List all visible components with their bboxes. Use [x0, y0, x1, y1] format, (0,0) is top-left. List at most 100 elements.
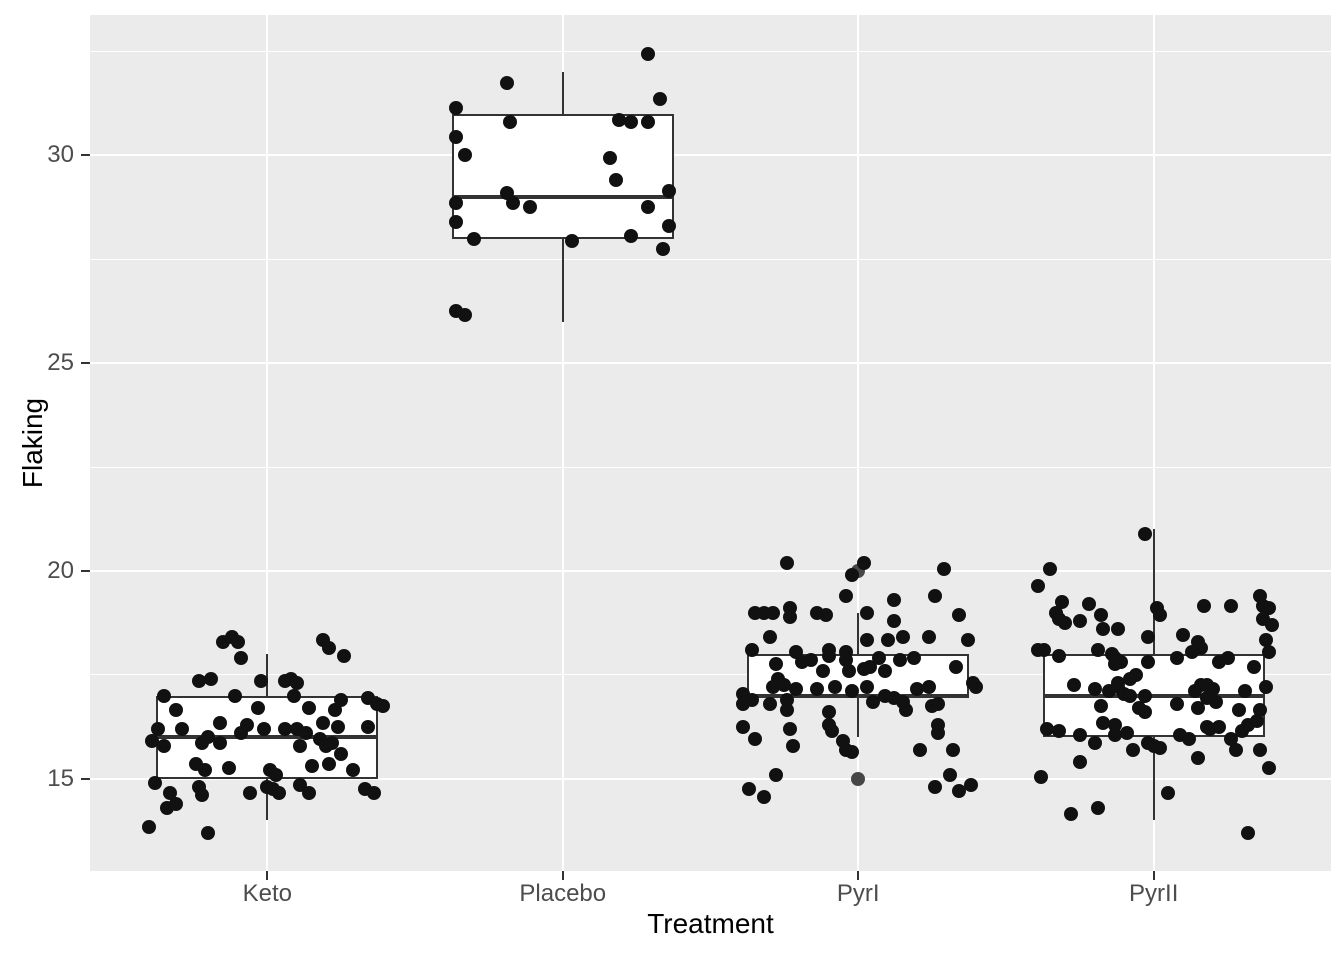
jitter-point — [960, 632, 975, 647]
minor-gridline — [90, 258, 1331, 260]
jitter-point — [150, 721, 165, 736]
jitter-point — [662, 183, 677, 198]
jitter-point — [304, 759, 319, 774]
jitter-point — [913, 742, 928, 757]
jitter-point — [1185, 645, 1200, 659]
jitter-point — [1126, 742, 1141, 757]
minor-gridline — [90, 51, 1331, 53]
jitter-point — [910, 682, 925, 697]
jitter-point — [1261, 761, 1276, 776]
x-tick-mark — [266, 871, 269, 880]
jitter-point — [951, 607, 966, 622]
x-tick-label: PyrI — [836, 880, 880, 907]
jitter-point — [1031, 578, 1046, 593]
minor-gridline — [90, 674, 1331, 676]
jitter-point — [780, 703, 795, 718]
jitter-point — [242, 786, 257, 801]
jitter-point — [1123, 688, 1138, 703]
jitter-point — [1211, 719, 1226, 734]
jitter-point — [863, 659, 878, 674]
jitter-point — [603, 150, 618, 165]
jitter-point — [375, 699, 390, 714]
jitter-point — [1137, 526, 1152, 541]
jitter-point — [928, 780, 943, 795]
jitter-point — [765, 605, 780, 620]
jitter-point — [1152, 607, 1167, 622]
jitter-point — [857, 555, 872, 570]
jitter-point — [736, 696, 750, 711]
jitter-point — [1093, 607, 1108, 622]
jitter-point — [963, 777, 978, 792]
jitter-point — [1087, 682, 1102, 697]
jitter-point — [886, 593, 901, 608]
y-tick-mark — [81, 777, 90, 780]
jitter-point — [1090, 642, 1105, 657]
jitter-point — [1191, 750, 1206, 765]
jitter-point — [523, 200, 538, 215]
jitter-point — [777, 678, 792, 693]
jitter-point — [1063, 807, 1078, 822]
jitter-point — [1208, 694, 1223, 709]
jitter-point — [860, 680, 875, 695]
jitter-point — [1161, 786, 1176, 801]
jitter-point — [623, 229, 638, 244]
jitter-point — [257, 721, 272, 736]
jitter-point — [824, 723, 839, 738]
jitter-point — [936, 561, 951, 576]
jitter-point — [1114, 655, 1129, 670]
y-tick-mark — [81, 154, 90, 157]
x-tick-mark — [1152, 871, 1155, 880]
jitter-point — [1052, 649, 1067, 664]
major-gridline — [90, 569, 1331, 572]
jitter-point — [741, 782, 756, 797]
jitter-point — [1264, 618, 1279, 632]
jitter-point — [827, 680, 842, 695]
jitter-point — [736, 719, 750, 734]
jitter-point — [322, 757, 337, 772]
x-tick-label: PyrII — [1129, 880, 1179, 907]
jitter-point — [1261, 645, 1276, 659]
jitter-point — [1220, 651, 1235, 666]
jitter-point — [467, 231, 482, 246]
jitter-point — [301, 786, 316, 801]
category-gridline — [1152, 15, 1155, 871]
jitter-point — [286, 688, 301, 703]
jitter-point — [768, 657, 783, 672]
jitter-point — [345, 763, 360, 778]
jitter-point — [1170, 696, 1185, 711]
jitter-point — [768, 767, 783, 782]
jitter-point — [1253, 742, 1268, 757]
jitter-point — [1072, 728, 1087, 743]
jitter-point — [786, 738, 801, 753]
jitter-point — [877, 663, 892, 678]
jitter-point — [366, 786, 381, 801]
jitter-point — [1034, 769, 1049, 784]
plot-panel — [90, 15, 1331, 871]
jitter-point — [269, 767, 284, 782]
jitter-point — [148, 775, 162, 790]
x-tick-mark — [857, 871, 860, 880]
jitter-point — [1043, 561, 1058, 576]
jitter-point — [502, 115, 517, 130]
jitter-point — [623, 115, 638, 130]
jitter-point — [360, 719, 375, 734]
jitter-point — [1066, 678, 1081, 693]
jitter-point — [1140, 655, 1155, 670]
jitter-point — [948, 659, 963, 674]
category-gridline — [857, 15, 860, 871]
jitter-point — [1058, 615, 1073, 630]
jitter-point — [1137, 705, 1152, 720]
jitter-point — [1176, 628, 1191, 643]
jitter-point — [292, 738, 307, 753]
jitter-point — [922, 680, 937, 695]
jitter-point — [818, 607, 833, 622]
jitter-point — [449, 100, 464, 115]
jitter-point — [449, 214, 464, 229]
jitter-point — [449, 129, 464, 144]
jitter-point — [156, 688, 171, 703]
jitter-point — [608, 173, 623, 188]
jitter-point — [780, 555, 795, 570]
median-line — [156, 735, 379, 740]
jitter-point — [322, 640, 337, 655]
jitter-point — [907, 651, 922, 666]
